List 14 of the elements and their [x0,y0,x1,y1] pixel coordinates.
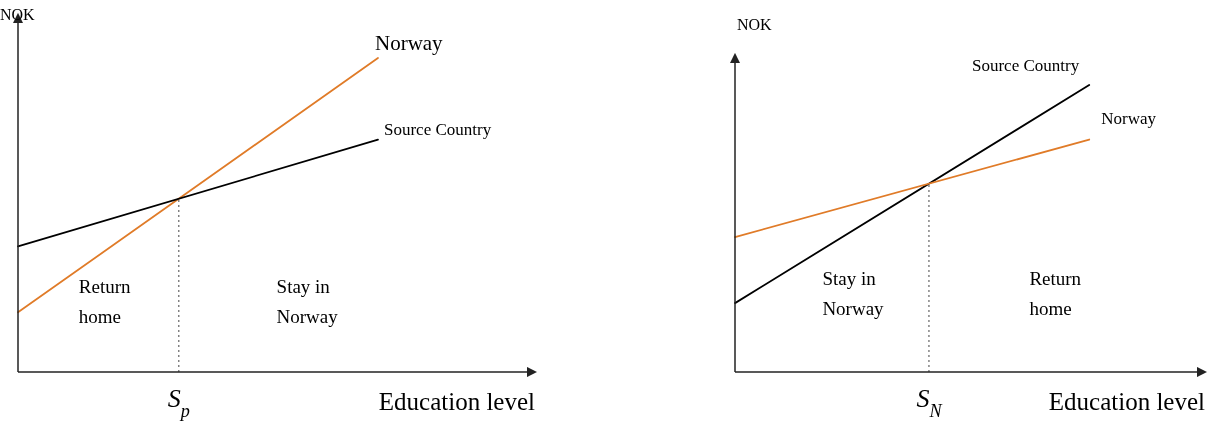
x-axis-title: Education level [378,388,536,415]
text: S$_{N}$ [916,384,943,421]
text: S$_{p}$ [167,384,190,421]
series-label: Norway [1101,108,1157,128]
annotation: Stay in Norway [822,268,885,319]
series-label: Source Country [972,56,1080,75]
series-label: Source Country [383,119,492,139]
series-label: Norway [374,31,444,55]
annotation: Stay in Norway [276,276,339,327]
y-axis-title: NOK [737,16,773,33]
x-axis-title: Education level [1048,388,1206,415]
annotation: Return home [1029,268,1082,319]
annotation: Return home [78,276,132,327]
y-axis-title: NOK [0,6,36,23]
